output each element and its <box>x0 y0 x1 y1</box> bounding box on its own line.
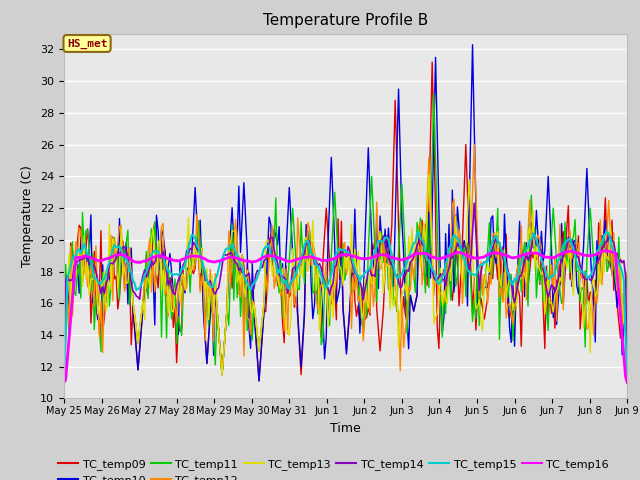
TC_temp10 <box>623 304 631 310</box>
TC_temp15 <box>623 380 631 385</box>
TC_temp11 <box>218 372 226 377</box>
TC_temp09 <box>378 327 385 333</box>
TC_temp12 <box>60 274 68 279</box>
TC_temp10 <box>531 245 539 251</box>
TC_temp09 <box>60 310 68 316</box>
Title: Temperature Profile B: Temperature Profile B <box>263 13 428 28</box>
TC_temp14 <box>228 251 236 257</box>
TC_temp11 <box>531 225 539 230</box>
Line: TC_temp12: TC_temp12 <box>64 144 627 374</box>
TC_temp16 <box>228 254 236 260</box>
TC_temp11 <box>430 91 438 97</box>
TC_temp10 <box>228 205 236 211</box>
TC_temp14 <box>522 251 530 257</box>
TC_temp10 <box>67 273 75 279</box>
TC_temp16 <box>527 251 535 256</box>
TC_temp15 <box>376 238 384 244</box>
Text: HS_met: HS_met <box>67 38 108 48</box>
TC_temp15 <box>522 247 530 252</box>
Line: TC_temp13: TC_temp13 <box>64 175 627 374</box>
TC_temp11 <box>184 244 192 250</box>
TC_temp12 <box>524 231 532 237</box>
Legend: TC_temp09, TC_temp10, TC_temp11, TC_temp12, TC_temp13, TC_temp14, TC_temp15, TC_: TC_temp09, TC_temp10, TC_temp11, TC_temp… <box>58 459 609 480</box>
TC_temp16 <box>184 254 192 260</box>
TC_temp10 <box>255 378 263 384</box>
TC_temp15 <box>60 380 68 385</box>
TC_temp10 <box>524 258 532 264</box>
TC_temp12 <box>531 238 539 243</box>
TC_temp13 <box>67 300 75 306</box>
Line: TC_temp09: TC_temp09 <box>64 62 627 381</box>
TC_temp13 <box>524 231 532 237</box>
TC_temp09 <box>228 285 236 291</box>
TC_temp13 <box>230 228 237 234</box>
TC_temp15 <box>228 241 236 247</box>
TC_temp11 <box>230 297 237 303</box>
TC_temp09 <box>67 240 75 246</box>
TC_temp12 <box>378 265 385 271</box>
TC_temp11 <box>60 300 68 305</box>
TC_temp16 <box>60 380 68 385</box>
TC_temp13 <box>60 321 68 326</box>
TC_temp12 <box>470 142 478 147</box>
TC_temp15 <box>184 244 192 250</box>
TC_temp13 <box>623 307 631 312</box>
TC_temp16 <box>67 316 75 322</box>
TC_temp09 <box>428 59 436 65</box>
TC_temp14 <box>184 251 192 256</box>
TC_temp09 <box>184 240 192 246</box>
TC_temp12 <box>230 242 237 248</box>
TC_temp09 <box>524 283 532 289</box>
TC_temp14 <box>376 240 384 246</box>
Y-axis label: Temperature (C): Temperature (C) <box>22 165 35 267</box>
TC_temp14 <box>470 201 478 206</box>
TC_temp15 <box>529 231 537 237</box>
TC_temp11 <box>378 230 385 236</box>
TC_temp10 <box>60 306 68 312</box>
TC_temp11 <box>524 303 532 309</box>
TC_temp11 <box>623 269 631 275</box>
TC_temp09 <box>623 316 631 322</box>
TC_temp12 <box>184 268 192 274</box>
TC_temp09 <box>531 247 539 253</box>
TC_temp09 <box>255 378 263 384</box>
Line: TC_temp10: TC_temp10 <box>64 45 627 381</box>
TC_temp15 <box>67 262 75 268</box>
TC_temp10 <box>184 265 192 271</box>
TC_temp14 <box>529 230 537 236</box>
TC_temp11 <box>67 258 75 264</box>
X-axis label: Time: Time <box>330 421 361 434</box>
TC_temp13 <box>531 266 539 272</box>
TC_temp13 <box>184 215 192 221</box>
TC_temp12 <box>218 372 226 377</box>
TC_temp15 <box>415 228 422 234</box>
TC_temp13 <box>425 172 433 178</box>
TC_temp14 <box>67 277 75 283</box>
TC_temp16 <box>376 252 384 258</box>
Line: TC_temp15: TC_temp15 <box>64 231 627 383</box>
Line: TC_temp14: TC_temp14 <box>64 204 627 374</box>
TC_temp13 <box>218 372 226 377</box>
TC_temp16 <box>623 380 631 385</box>
Line: TC_temp16: TC_temp16 <box>64 251 627 383</box>
TC_temp14 <box>60 368 68 373</box>
TC_temp10 <box>378 237 385 243</box>
Line: TC_temp11: TC_temp11 <box>64 94 627 374</box>
TC_temp13 <box>378 253 385 259</box>
TC_temp16 <box>521 252 529 257</box>
TC_temp12 <box>67 243 75 249</box>
TC_temp12 <box>623 271 631 277</box>
TC_temp10 <box>468 42 476 48</box>
TC_temp16 <box>602 248 609 253</box>
TC_temp14 <box>623 372 631 377</box>
